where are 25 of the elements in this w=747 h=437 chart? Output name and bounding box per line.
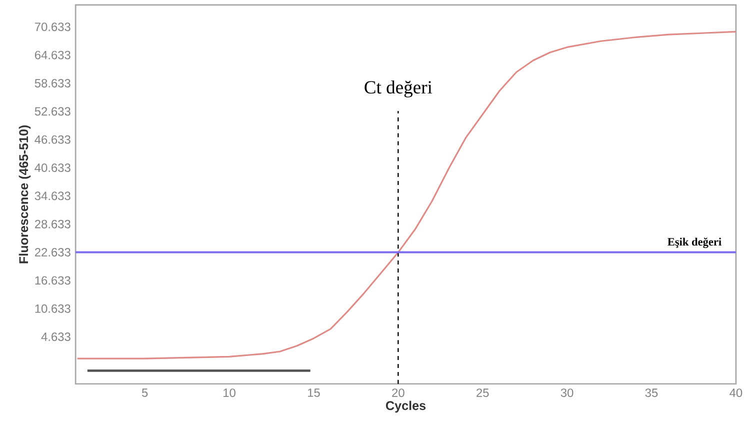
x-axis-title: Cycles [386,401,426,413]
y-tick-label: 64.633 [35,51,70,60]
y-tick-label: 10.633 [35,304,70,314]
line-series [76,31,737,360]
x-tick-label: 40 [730,388,742,398]
x-tick-label: 20 [392,388,404,398]
y-tick-label: 70.633 [35,22,70,32]
x-tick-label: 30 [560,388,574,398]
ref-line-label: Eşik değeri [668,238,722,248]
y-tick-label: 52.633 [34,107,70,116]
ref-line-label: Ct değeri [364,80,432,98]
y-tick-label: 58.633 [34,79,70,88]
x-tick-label: 5 [142,388,148,398]
y-tick-label: 16.633 [35,276,70,285]
y-tick-label: 40.633 [34,164,70,172]
y-tick-label: 34.633 [34,192,70,200]
y-tick-label: 4.633 [41,332,70,342]
y-tick-label: 28.633 [35,220,70,229]
x-tick-label: 15 [308,388,320,398]
y-tick-label: 46.633 [34,136,70,144]
x-tick-label: 10 [224,388,236,398]
y-tick-label: 22.633 [35,248,70,257]
x-tick-label: 25 [476,388,489,398]
y-axis-title: Fluorescence (465-510) [18,126,31,264]
x-tick-label: 35 [645,388,658,398]
